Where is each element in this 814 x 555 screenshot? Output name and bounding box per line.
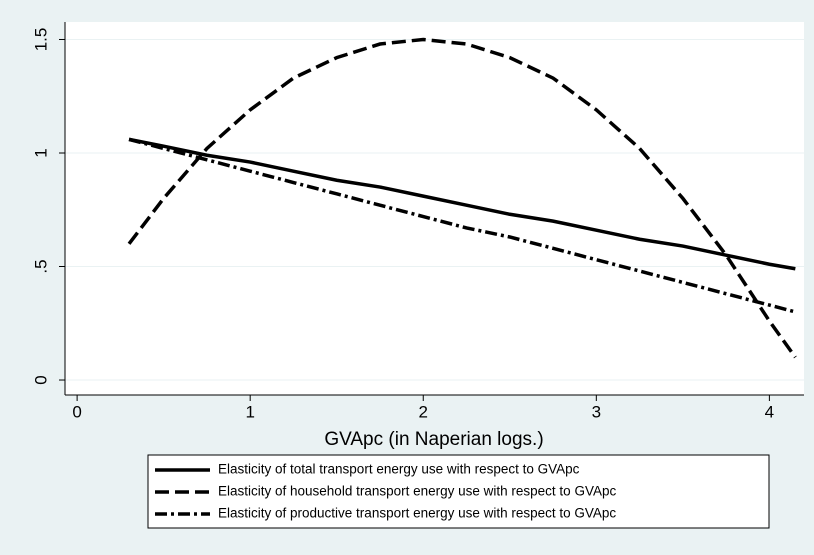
- x-tick-label: 1: [245, 402, 254, 421]
- y-tick-label: 1.5: [31, 28, 50, 52]
- series-line: [127, 37, 797, 359]
- y-tick-label: .5: [31, 259, 50, 273]
- series-line: [128, 137, 796, 314]
- y-tick-label: 0: [31, 375, 50, 384]
- y-tick-label: 1: [31, 148, 50, 157]
- legend-box: [147, 454, 770, 529]
- plot-area: [65, 22, 804, 395]
- x-tick-label: 2: [419, 402, 428, 421]
- x-axis-title: GVApc (in Naperian logs.): [324, 429, 543, 450]
- x-tick-label: 4: [765, 402, 774, 421]
- series-line: [128, 137, 796, 271]
- x-tick-label: 3: [592, 402, 601, 421]
- x-tick-label: 0: [72, 402, 81, 421]
- legend-label: Elasticity of household transport energy…: [218, 484, 616, 499]
- legend-label: Elasticity of productive transport energ…: [218, 506, 616, 521]
- legend-label: Elasticity of total transport energy use…: [218, 462, 580, 477]
